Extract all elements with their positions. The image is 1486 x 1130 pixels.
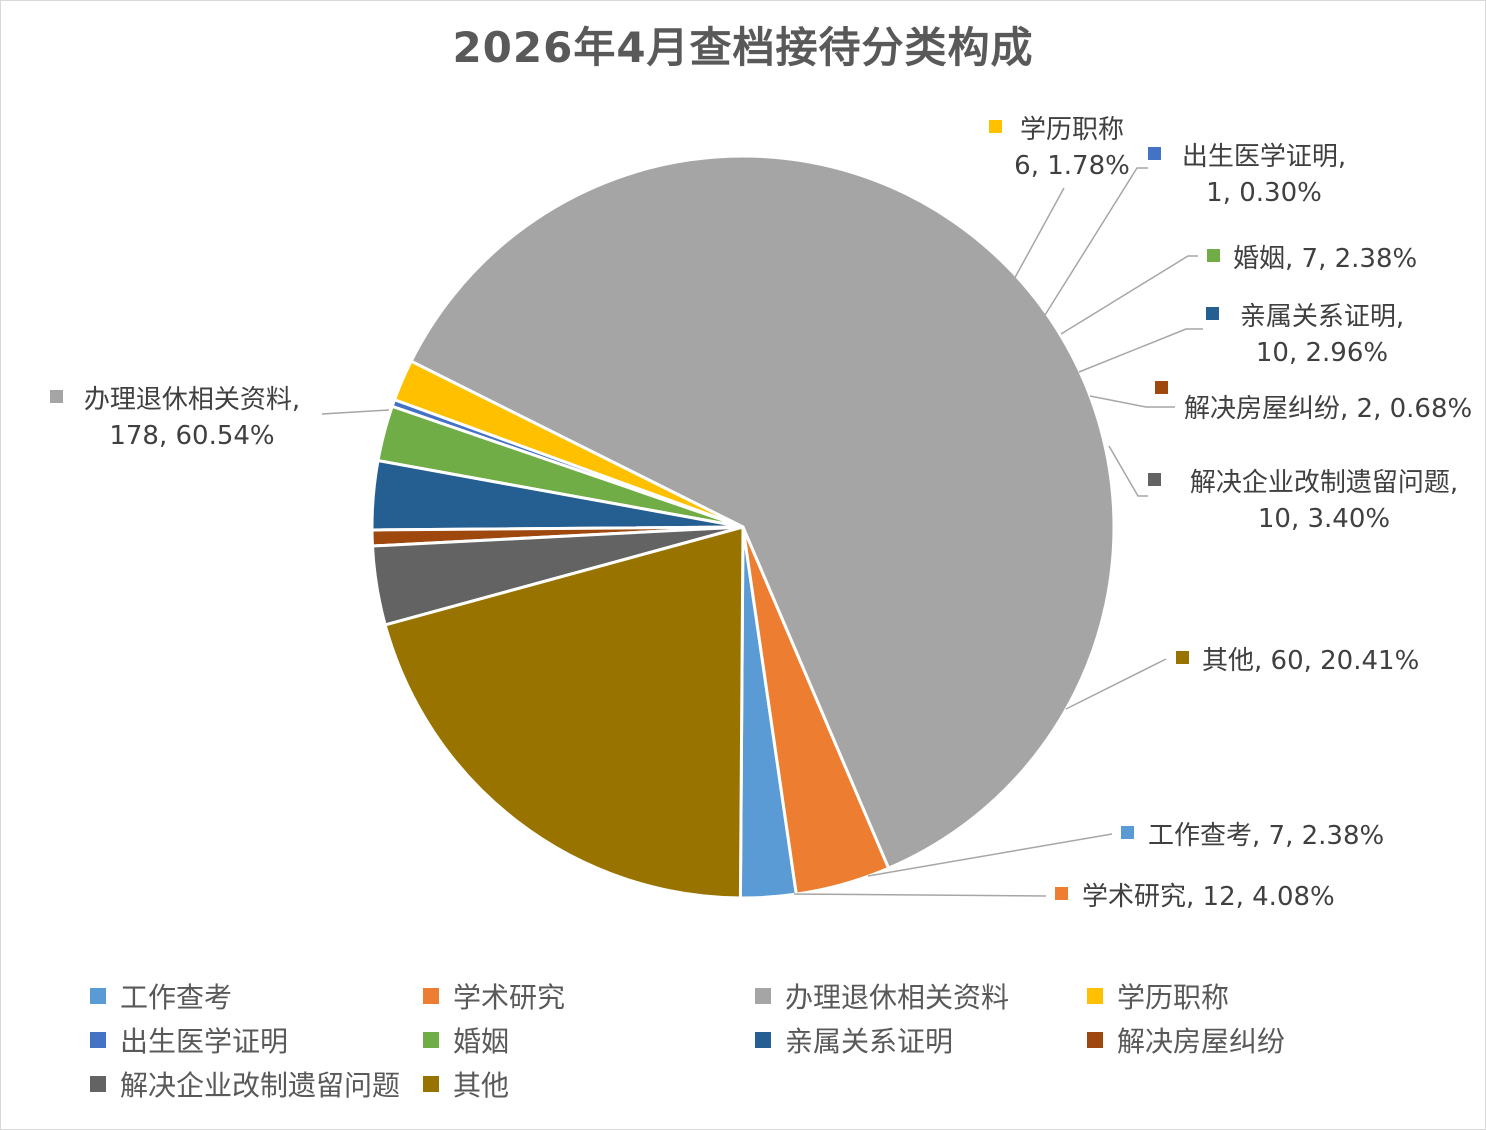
leader-line [867,833,1113,877]
data-label: 10, 3.40% [1258,504,1390,534]
legend-item: 亲属关系证明 [755,1020,953,1060]
legend-swatch [423,988,439,1004]
data-label-marker [1148,473,1161,486]
legend-item: 其他 [423,1064,509,1104]
leader-line [1065,658,1167,710]
data-label: 解决房屋纠纷, 2, 0.68% [1184,394,1472,424]
legend-swatch [423,1032,439,1048]
leader-line [1078,328,1203,373]
legend-item: 解决企业改制遗留问题 [90,1064,400,1104]
legend-item: 出生医学证明 [90,1020,288,1060]
pie-slice [383,525,745,900]
legend-label: 解决房屋纠纷 [1117,1025,1286,1058]
legend-label: 其他 [453,1069,510,1102]
legend-item: 婚姻 [423,1020,509,1060]
legend-swatch [755,988,771,1004]
legend-label: 亲属关系证明 [785,1025,954,1058]
legend-label: 学历职称 [1117,981,1230,1014]
legend-item: 办理退休相关资料 [755,976,1009,1016]
legend-swatch [90,1076,106,1092]
data-label: 办理退休相关资料, [84,385,300,415]
leader-line [1060,255,1198,335]
data-label: 178, 60.54% [109,421,274,451]
legend-label: 婚姻 [453,1025,510,1058]
legend-swatch [90,988,106,1004]
legend-label: 出生医学证明 [120,1025,289,1058]
leader-line [321,409,390,415]
legend-swatch [423,1076,439,1092]
data-label: 其他, 60, 20.41% [1202,646,1419,676]
pie-slice [409,154,1116,870]
data-label: 学术研究, 12, 4.08% [1082,882,1335,912]
data-label-marker [50,390,63,403]
data-label: 婚姻, 7, 2.38% [1233,244,1417,274]
leader-line [1044,167,1148,316]
data-label-marker [1148,147,1161,160]
data-label: 10, 2.96% [1256,338,1388,368]
data-label-marker [989,120,1002,133]
legend-label: 办理退休相关资料 [785,981,1010,1014]
data-label: 亲属关系证明, [1240,302,1404,332]
legend-item: 学历职称 [1087,976,1229,1016]
data-label: 出生医学证明, [1182,142,1346,172]
data-label: 工作查考, 7, 2.38% [1148,821,1384,851]
leader-line [1011,187,1065,284]
legend-swatch [1087,1032,1103,1048]
legend-label: 工作查考 [120,981,233,1014]
leader-line [1108,445,1148,497]
leader-line [1089,395,1175,408]
legend-item: 解决房屋纠纷 [1087,1020,1285,1060]
data-label: 解决企业改制遗留问题, [1190,468,1458,498]
data-label-marker [1176,651,1189,664]
legend-swatch [1087,988,1103,1004]
data-label: 6, 1.78% [1014,151,1130,181]
data-label: 学历职称 [1020,115,1124,145]
data-label-marker [1207,249,1220,262]
legend-swatch [90,1032,106,1048]
chart-title: 2026年4月查档接待分类构成 [452,23,1034,72]
data-label: 1, 0.30% [1206,178,1322,208]
leader-line [793,893,1047,897]
legend-item: 学术研究 [423,976,565,1016]
legend-label: 解决企业改制遗留问题 [120,1069,401,1102]
data-label-marker [1206,307,1219,320]
legend-item: 工作查考 [90,976,232,1016]
legend-swatch [755,1032,771,1048]
legend-label: 学术研究 [453,981,566,1014]
data-label-marker [1121,826,1134,839]
data-label-marker [1055,887,1068,900]
data-label-marker [1155,381,1168,394]
